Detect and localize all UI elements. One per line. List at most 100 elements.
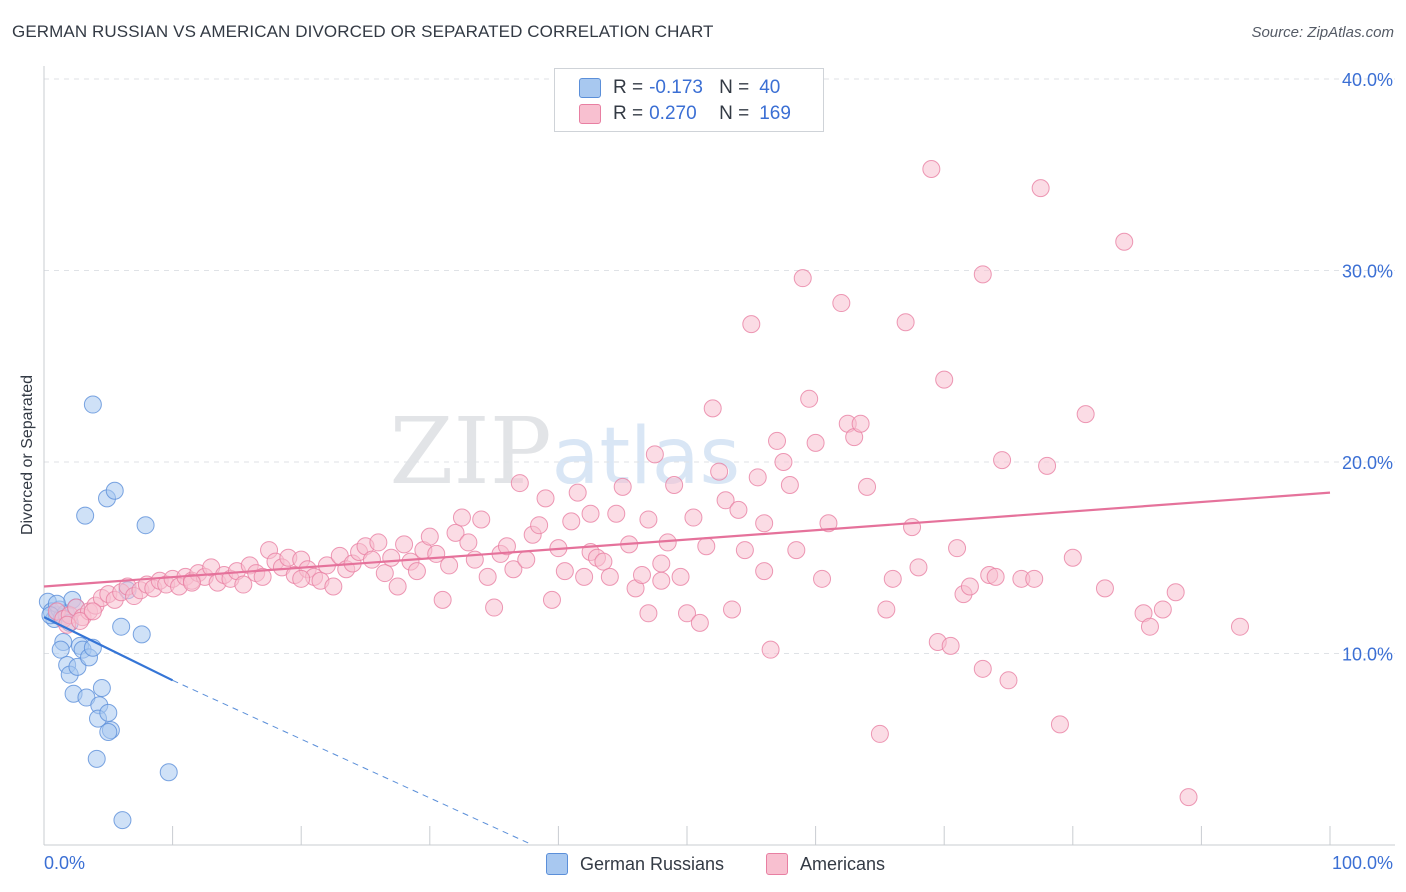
legend-n-label: N = [719,103,750,124]
german-russians-trend-line [43,616,174,682]
american-point [948,539,967,558]
american-point [83,602,102,621]
bottom-legend-german-russians: German Russians [546,852,724,876]
american-point [690,613,709,632]
legend-r-label: R = [613,103,644,124]
american-point [755,562,774,581]
american-point [716,491,735,510]
american-point [1095,579,1114,598]
american-point [292,569,311,588]
american-point [774,453,793,471]
american-point [723,600,742,619]
american-point [452,508,471,527]
american-point [761,640,780,659]
bottom-legend-americans: Americans [766,852,885,876]
bottom-legend-swatch-americans [766,853,788,875]
american-point [632,565,651,584]
american-point [395,535,414,554]
american-point [446,523,465,542]
american-point [382,548,401,567]
american-point [324,577,343,596]
american-point [1050,715,1069,734]
american-point [420,527,439,546]
legend-row-americans: R = 0.270 N = 169 [579,102,791,126]
y-tick-label: 40.0% [1342,70,1393,90]
american-point [922,160,941,179]
american-point [485,598,504,617]
american-point [542,590,561,609]
american-point [909,558,928,577]
american-point [1153,600,1172,619]
american-point [253,567,272,586]
american-point [684,508,703,527]
american-point [832,294,851,313]
legend-n-label: N = [719,77,750,98]
american-point [806,433,825,452]
watermark: ZIPatlas [389,398,740,505]
american-point [575,567,594,586]
german-russian-point [99,703,118,722]
american-point [504,560,523,579]
american-point [671,567,690,586]
legend-n-value: 40 [759,77,781,98]
bottom-legend-label: Americans [800,853,886,874]
german-russian-point [136,516,155,535]
american-point [755,514,774,533]
american-point [710,462,729,481]
american-point [768,431,787,450]
american-point [780,475,799,494]
american-point [883,569,902,588]
american-point [639,510,658,529]
bottom-legend-swatch-german-russians [546,853,568,875]
american-point [369,533,388,552]
american-point [510,474,529,493]
american-point [234,575,253,594]
american-point [941,636,960,655]
american-point [665,475,684,494]
american-point [1076,405,1095,424]
american-point [819,514,838,533]
american-point [1063,548,1082,567]
american-point [440,556,459,575]
legend-row-german-russians: R = -0.173 N = 40 [579,76,781,100]
x-tick-label: 100.0% [1332,853,1393,873]
german-russian-point [76,506,95,525]
american-point [407,562,426,581]
american-point [800,389,819,408]
american-point [607,504,626,523]
german-russians-trend-extension [172,679,533,846]
american-point [896,313,915,332]
american-point [645,445,664,464]
american-point [581,504,600,523]
german-russian-point [113,811,132,830]
american-point [1038,456,1057,475]
german-russian-point [112,617,131,636]
american-point [536,489,555,508]
american-point [1230,617,1249,636]
american-point [1166,583,1185,602]
american-point [858,477,877,496]
chart-title: GERMAN RUSSIAN VS AMERICAN DIVORCED OR S… [12,22,714,41]
german-russian-point [51,640,70,659]
american-point [652,571,671,590]
american-point [600,567,619,586]
american-point [729,500,748,519]
american-point [703,399,722,418]
american-point [851,414,870,433]
legend-swatch-americans [579,104,601,124]
american-point [652,554,671,573]
german-russian-point [92,678,111,697]
german-russian-point [68,657,87,676]
american-point [1031,179,1050,198]
bottom-legend-label: German Russians [580,853,725,874]
american-point [639,604,658,623]
y-tick-label: 20.0% [1342,453,1393,473]
american-point [748,468,767,487]
legend-r-value: -0.173 [649,77,703,98]
american-point [697,537,716,556]
american-point [742,315,761,334]
american-point [71,611,90,630]
american-point [562,512,581,531]
american-point [1179,788,1198,807]
